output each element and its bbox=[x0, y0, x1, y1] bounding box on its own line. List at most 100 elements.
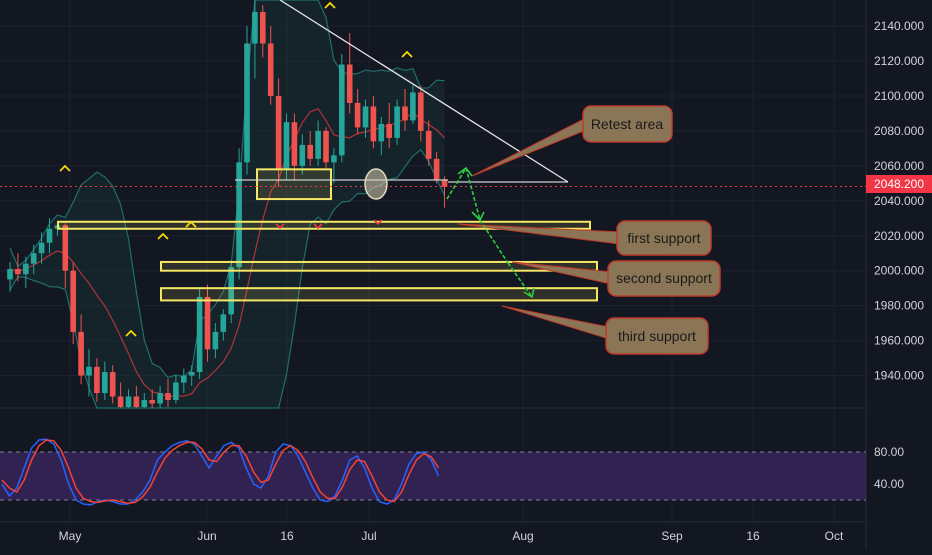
candle-body bbox=[315, 130, 321, 159]
candle bbox=[173, 375, 179, 404]
candle-body bbox=[433, 158, 440, 180]
candle-body bbox=[212, 331, 219, 350]
fractal-high-marker bbox=[59, 164, 71, 172]
candle bbox=[30, 244, 37, 275]
candle-body bbox=[291, 122, 298, 166]
fractal-low-marker bbox=[373, 219, 383, 226]
candle-body bbox=[181, 375, 187, 383]
projection-arrowhead bbox=[457, 166, 473, 177]
candle-body bbox=[86, 366, 92, 376]
candle-body bbox=[141, 400, 148, 408]
candle-body bbox=[149, 400, 155, 404]
price-tick-label: 1960.000 bbox=[874, 334, 924, 348]
candle-body bbox=[220, 314, 227, 332]
candle-body bbox=[125, 396, 132, 408]
candle bbox=[339, 54, 345, 163]
projection-arrow bbox=[446, 167, 467, 200]
candle bbox=[433, 151, 440, 184]
callout-third: third support bbox=[605, 317, 709, 355]
price-tick-label: 2000.000 bbox=[874, 264, 924, 278]
price-axis: 2140.000 2120.000 2100.000 2080.000 2060.000… bbox=[874, 19, 924, 491]
candle bbox=[141, 393, 148, 408]
time-tick-label: 16 bbox=[280, 529, 294, 543]
candle bbox=[362, 99, 369, 138]
candle bbox=[94, 358, 100, 402]
price-tick-label: 2020.000 bbox=[874, 229, 924, 243]
candle bbox=[38, 232, 45, 264]
candle bbox=[86, 349, 92, 397]
projection-arrow bbox=[507, 262, 533, 298]
candle-body bbox=[275, 95, 282, 170]
candle-body bbox=[23, 263, 29, 275]
projection-arrowhead bbox=[523, 287, 535, 299]
candle-body bbox=[30, 253, 37, 264]
candle-body bbox=[133, 396, 140, 408]
candle-body bbox=[173, 382, 179, 401]
price-tick-label: 2040.000 bbox=[874, 194, 924, 208]
current-price-tag: 2048.200 bbox=[866, 175, 932, 193]
candle-body bbox=[410, 92, 416, 121]
candle-body bbox=[236, 162, 242, 268]
candle-body bbox=[62, 225, 69, 271]
price-tick-label: 1940.000 bbox=[874, 369, 924, 383]
fractal-high-marker bbox=[125, 329, 137, 337]
candle-body bbox=[109, 372, 116, 397]
price-tick-label: 2100.000 bbox=[874, 89, 924, 103]
fractal-high-marker bbox=[157, 232, 169, 240]
candle bbox=[267, 26, 274, 105]
candle-body bbox=[283, 122, 290, 170]
candle-body bbox=[402, 106, 408, 121]
candle bbox=[212, 323, 219, 359]
candle-body bbox=[228, 267, 234, 315]
candle bbox=[299, 134, 306, 175]
callout-first: first support bbox=[616, 220, 712, 256]
candle bbox=[165, 379, 171, 408]
callout-retest-text: Retest area bbox=[591, 116, 664, 132]
time-tick-label: Aug bbox=[512, 529, 533, 543]
candle-body bbox=[425, 130, 432, 159]
time-tick-label: Sep bbox=[661, 529, 683, 543]
time-tick-label: Oct bbox=[825, 529, 844, 543]
time-tick-label: 16 bbox=[746, 529, 760, 543]
candle-body bbox=[362, 106, 369, 128]
candle-body bbox=[346, 64, 353, 103]
price-tick-label: 2060.000 bbox=[874, 159, 924, 173]
candle bbox=[315, 120, 321, 166]
candle bbox=[346, 33, 353, 114]
candle-body bbox=[117, 396, 124, 408]
bollinger-fill bbox=[10, 0, 445, 408]
candle-body bbox=[331, 155, 337, 163]
candle-body bbox=[165, 393, 171, 401]
support-levels bbox=[57, 168, 598, 302]
candle bbox=[370, 95, 377, 149]
candle bbox=[410, 85, 416, 124]
time-tick-label: Jun bbox=[197, 529, 216, 543]
candle-body bbox=[204, 296, 211, 350]
stochastic-k-line bbox=[1, 438, 440, 506]
candle-body bbox=[267, 43, 274, 96]
stochastic-panel bbox=[0, 438, 866, 506]
candle bbox=[62, 223, 69, 289]
candle-body bbox=[441, 179, 448, 187]
candle bbox=[425, 120, 432, 166]
candle-body bbox=[260, 12, 266, 44]
callout-third-text: third support bbox=[618, 328, 696, 344]
candle-body bbox=[378, 123, 385, 142]
candle-body bbox=[196, 296, 203, 373]
candle bbox=[441, 176, 448, 208]
candle bbox=[236, 148, 242, 280]
candle bbox=[220, 309, 227, 341]
projection-arrow bbox=[465, 167, 481, 221]
candle bbox=[157, 386, 163, 408]
candle bbox=[117, 382, 124, 408]
candle-body bbox=[70, 270, 76, 332]
current-price-label: 2048.200 bbox=[874, 177, 924, 191]
candle bbox=[7, 261, 13, 292]
oscillator-tick-label: 80.00 bbox=[874, 445, 904, 459]
candle-body bbox=[418, 92, 424, 131]
retest-ellipse bbox=[364, 168, 388, 200]
price-tick-label: 1980.000 bbox=[874, 299, 924, 313]
support-box bbox=[57, 220, 591, 230]
